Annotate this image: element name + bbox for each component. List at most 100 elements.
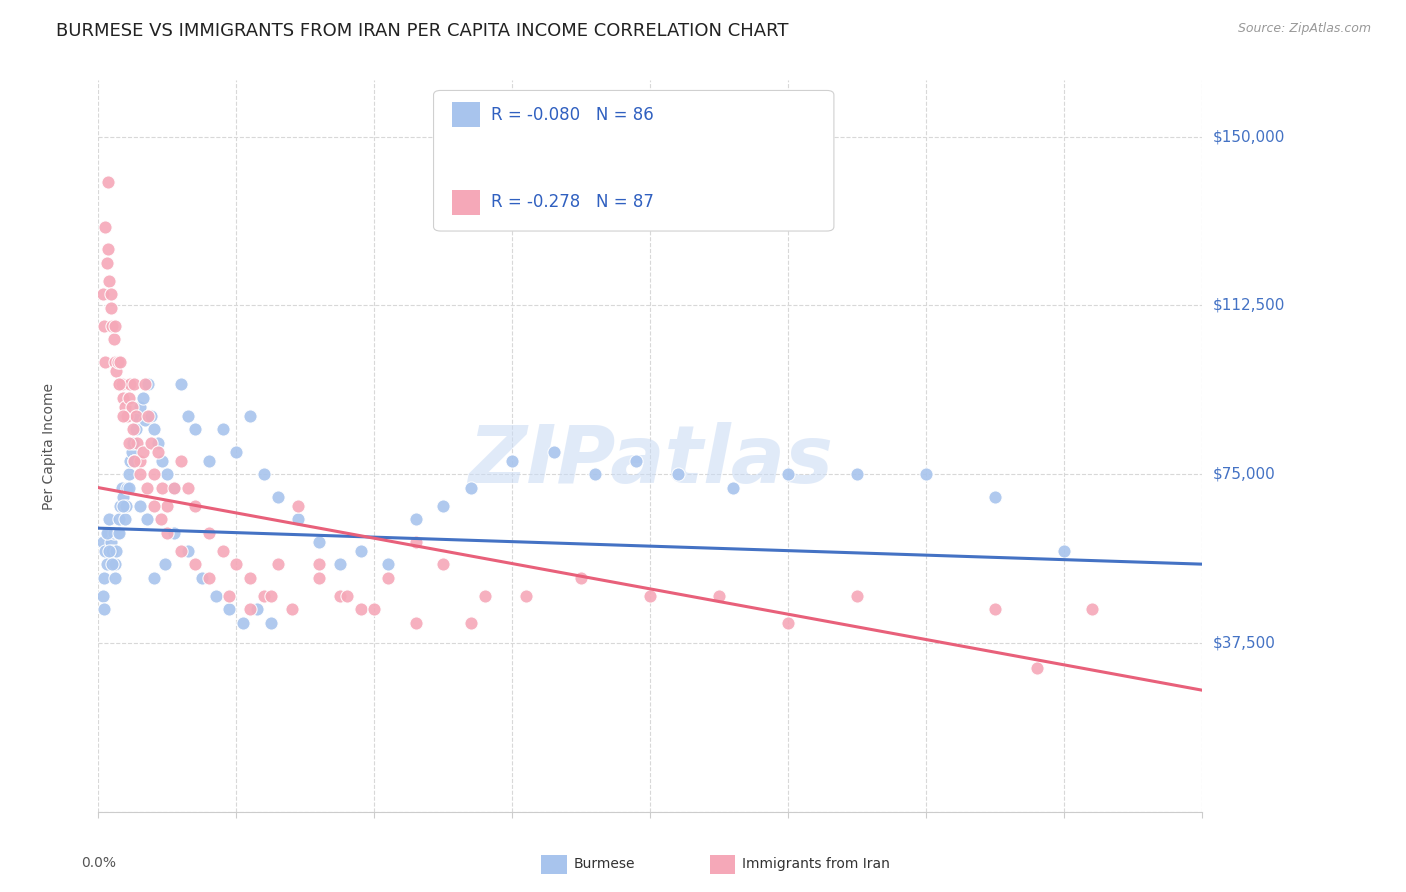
Point	[191, 571, 214, 585]
Point	[96, 255, 118, 269]
Text: ZIPatlas: ZIPatlas	[468, 422, 832, 500]
Point	[115, 499, 138, 513]
Point	[150, 481, 173, 495]
Point	[110, 354, 132, 368]
Point	[405, 615, 427, 630]
Point	[460, 481, 482, 495]
Point	[124, 453, 146, 467]
Point	[93, 318, 115, 333]
Point	[197, 525, 219, 540]
Point	[134, 413, 156, 427]
Point	[97, 525, 120, 540]
Point	[405, 534, 427, 549]
Point	[915, 467, 938, 482]
Point	[91, 287, 114, 301]
Point	[329, 557, 352, 571]
Point	[984, 602, 1007, 616]
Point	[156, 499, 179, 513]
Point	[287, 512, 309, 526]
Point	[134, 377, 156, 392]
Point	[846, 589, 869, 603]
Point	[778, 467, 800, 482]
Point	[638, 589, 661, 603]
Point	[142, 499, 165, 513]
Point	[139, 435, 162, 450]
Point	[177, 543, 200, 558]
Text: Burmese: Burmese	[574, 857, 636, 871]
Point	[120, 453, 142, 467]
Point	[184, 499, 207, 513]
Point	[125, 435, 148, 450]
Point	[114, 400, 136, 414]
Point	[101, 318, 124, 333]
Point	[100, 301, 122, 315]
Point	[177, 409, 200, 423]
Point	[260, 615, 283, 630]
Point	[124, 453, 146, 467]
Point	[163, 481, 186, 495]
Point	[108, 377, 131, 392]
Point	[626, 453, 648, 467]
Point	[432, 499, 454, 513]
Point	[170, 453, 193, 467]
Point	[103, 525, 125, 540]
Point	[460, 615, 482, 630]
Point	[253, 589, 276, 603]
Point	[98, 543, 121, 558]
Point	[666, 467, 689, 482]
Point	[97, 175, 120, 189]
Point	[104, 571, 127, 585]
Point	[131, 391, 153, 405]
Point	[142, 467, 165, 482]
Point	[103, 332, 125, 346]
Point	[98, 274, 121, 288]
Point	[100, 534, 122, 549]
Point	[142, 571, 165, 585]
Point	[105, 543, 128, 558]
Point	[136, 409, 159, 423]
Point	[177, 481, 200, 495]
Point	[1053, 543, 1076, 558]
Point	[91, 534, 114, 549]
Point	[146, 435, 169, 450]
Point	[94, 354, 117, 368]
Point	[97, 242, 120, 256]
Point	[125, 409, 148, 423]
Text: $37,500: $37,500	[1213, 635, 1277, 650]
Point	[104, 354, 127, 368]
Point	[197, 453, 219, 467]
Point	[1025, 661, 1047, 675]
Text: $112,500: $112,500	[1213, 298, 1285, 313]
Point	[515, 589, 537, 603]
Point	[108, 525, 131, 540]
Text: 0.0%: 0.0%	[82, 855, 115, 870]
Point	[121, 444, 143, 458]
Point	[405, 512, 427, 526]
Point	[124, 453, 146, 467]
Point	[94, 219, 117, 234]
Point	[110, 499, 132, 513]
Point	[128, 400, 150, 414]
Point	[246, 602, 269, 616]
Point	[267, 557, 290, 571]
Point	[115, 409, 138, 423]
Point	[135, 512, 157, 526]
Point	[117, 481, 139, 495]
Point	[218, 589, 240, 603]
Point	[984, 490, 1007, 504]
Point	[117, 409, 139, 423]
Point	[101, 543, 124, 558]
Text: R = -0.278   N = 87: R = -0.278 N = 87	[491, 194, 654, 211]
Point	[501, 453, 523, 467]
Point	[121, 400, 143, 414]
Point	[150, 453, 173, 467]
Point	[225, 444, 247, 458]
Point	[91, 589, 114, 603]
Point	[349, 543, 371, 558]
Point	[163, 481, 186, 495]
Point	[146, 444, 169, 458]
Point	[377, 571, 399, 585]
Point	[156, 525, 179, 540]
Point	[124, 377, 146, 392]
Point	[170, 543, 193, 558]
